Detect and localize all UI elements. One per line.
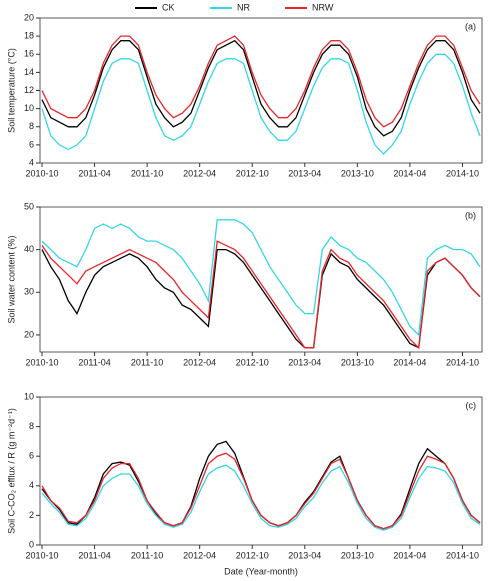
series-line	[41, 35, 481, 128]
y-tick-label: 2	[29, 510, 34, 520]
y-tick-label: 6	[29, 139, 34, 149]
y-tick-label: 4	[29, 157, 34, 167]
plot-frame	[39, 206, 483, 353]
x-tick-label: 2012-10	[236, 357, 269, 367]
legend-label: NR	[237, 2, 250, 12]
y-tick-label: 10	[24, 391, 34, 401]
x-tick-label: 2013-04	[288, 550, 321, 560]
panel-label: (a)	[465, 21, 476, 31]
x-tick-label: 2011-10	[131, 550, 163, 560]
panel-label: (c)	[466, 400, 477, 410]
x-tick-label: 2010-10	[25, 168, 58, 178]
x-tick-label: 2010-10	[25, 357, 58, 367]
x-tick-label: 2012-10	[236, 168, 269, 178]
y-tick-label: 20	[24, 12, 34, 22]
x-axis-label: Date (Year-month)	[224, 566, 298, 576]
series-line	[41, 53, 481, 155]
panel-label: (b)	[465, 210, 476, 220]
x-tick-label: 2012-10	[236, 550, 269, 560]
y-tick-label: 50	[24, 201, 34, 211]
x-tick-label: 2011-04	[78, 550, 110, 560]
y-tick-label: 16	[24, 49, 34, 59]
y-tick-label: 8	[29, 121, 34, 131]
y-tick-label: 12	[24, 85, 34, 95]
x-tick-label: 2013-10	[341, 168, 374, 178]
plot-frame	[39, 396, 483, 546]
legend-label: CK	[162, 2, 175, 12]
x-tick-label: 2013-04	[288, 357, 321, 367]
y-axis-label: Soil water content (%)	[6, 235, 16, 323]
legend-label: NRW	[312, 2, 334, 12]
series-line	[41, 39, 481, 137]
x-tick-label: 2013-10	[341, 550, 374, 560]
y-tick-label: 18	[24, 31, 34, 41]
x-tick-label: 2014-10	[446, 357, 479, 367]
x-tick-label: 2014-04	[393, 168, 426, 178]
y-tick-label: 4	[29, 480, 34, 490]
y-axis-label: Soil C-CO₂ efflux / R (g m⁻²d⁻¹)	[6, 408, 16, 534]
x-tick-label: 2013-04	[288, 168, 321, 178]
series-line	[41, 240, 481, 350]
y-axis-label: Soil temperature (°C)	[6, 48, 16, 133]
y-tick-label: 40	[24, 244, 34, 254]
x-tick-label: 2012-04	[183, 357, 216, 367]
x-tick-label: 2014-10	[446, 168, 479, 178]
y-tick-label: 0	[29, 539, 34, 549]
x-tick-label: 2014-10	[446, 550, 479, 560]
y-tick-label: 30	[24, 287, 34, 297]
x-tick-label: 2012-04	[183, 168, 216, 178]
x-tick-label: 2011-04	[78, 357, 110, 367]
x-tick-label: 2011-10	[131, 168, 163, 178]
x-tick-label: 2012-04	[183, 550, 216, 560]
y-tick-label: 10	[24, 103, 34, 113]
y-tick-label: 6	[29, 451, 34, 461]
series-line	[41, 219, 481, 337]
y-tick-label: 8	[29, 421, 34, 431]
x-tick-label: 2014-04	[393, 550, 426, 560]
x-tick-label: 2014-04	[393, 357, 426, 367]
x-tick-label: 2010-10	[25, 550, 58, 560]
x-tick-label: 2011-04	[78, 168, 110, 178]
series-line	[41, 452, 481, 530]
y-tick-label: 20	[24, 329, 34, 339]
x-tick-label: 2013-10	[341, 357, 374, 367]
y-tick-label: 14	[24, 67, 34, 77]
series-line	[41, 248, 481, 349]
x-tick-label: 2011-10	[131, 357, 163, 367]
series-line	[41, 464, 481, 531]
